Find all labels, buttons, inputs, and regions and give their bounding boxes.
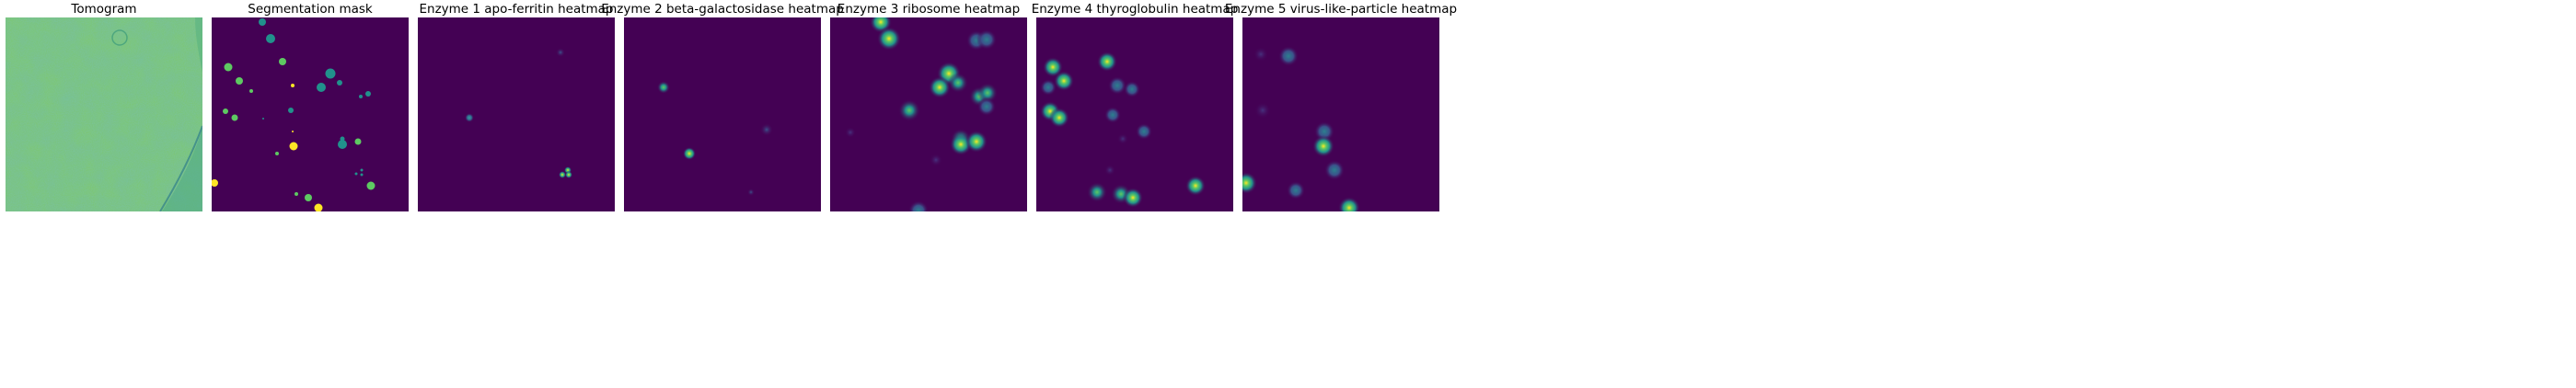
panel-title: Tomogram [71, 2, 137, 17]
segmentation-mask-panel: Segmentation mask [212, 0, 409, 388]
panel-title: Enzyme 3 ribosome heatmap [837, 2, 1021, 17]
enzyme-1-heatmap-image [418, 17, 615, 211]
segmentation-mask-image [212, 17, 409, 211]
panel-title: Segmentation mask [248, 2, 373, 17]
enzyme-2-heatmap-image [624, 17, 821, 211]
panel-title: Enzyme 4 thyroglobulin heatmap [1031, 2, 1239, 17]
enzyme-5-heatmap-image [1242, 17, 1439, 211]
enzyme-1-heatmap-panel: Enzyme 1 apo-ferritin heatmap [418, 0, 615, 388]
enzyme-3-heatmap-image [830, 17, 1027, 211]
enzyme-4-heatmap-panel: Enzyme 4 thyroglobulin heatmap [1032, 0, 1238, 388]
tomogram-image [6, 17, 202, 211]
enzyme-4-heatmap-image [1036, 17, 1233, 211]
panel-title: Enzyme 5 virus-like-particle heatmap [1224, 2, 1458, 17]
enzyme-2-heatmap-panel: Enzyme 2 beta-galactosidase heatmap [601, 0, 844, 388]
enzyme-5-heatmap-panel: Enzyme 5 virus-like-particle heatmap [1225, 0, 1457, 388]
tomogram-panel: Tomogram [6, 0, 202, 388]
panel-title: Enzyme 2 beta-galactosidase heatmap [601, 2, 844, 17]
panel-title: Enzyme 1 apo-ferritin heatmap [419, 2, 614, 17]
enzyme-3-heatmap-panel: Enzyme 3 ribosome heatmap [830, 0, 1027, 388]
